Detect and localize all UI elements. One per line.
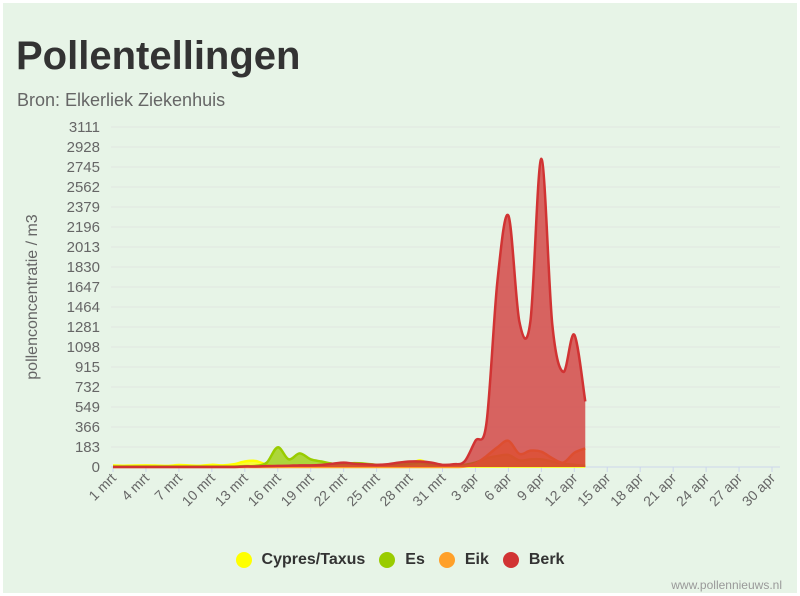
x-tick-label: 24 apr xyxy=(673,470,713,510)
y-tick-label: 2928 xyxy=(67,139,100,156)
x-tick-label: 3 apr xyxy=(448,470,482,504)
x-tick-label: 15 apr xyxy=(574,470,614,510)
x-tick-label: 21 apr xyxy=(640,470,680,510)
x-tick-label: 6 apr xyxy=(481,470,515,504)
legend-label: Berk xyxy=(528,551,565,568)
y-tick-label: 549 xyxy=(75,399,100,416)
x-tick-label: 25 mrt xyxy=(343,470,382,509)
y-tick-label: 1647 xyxy=(67,279,100,296)
series-area xyxy=(113,158,586,467)
legend-label: Cypres/Taxus xyxy=(261,551,366,568)
x-tick-label: 31 mrt xyxy=(409,470,448,509)
legend-dot-icon xyxy=(438,552,455,568)
y-tick-label: 3111 xyxy=(69,119,100,136)
chart-background xyxy=(3,3,797,593)
x-tick-label: 1 mrt xyxy=(85,470,119,504)
x-tick-label: 12 apr xyxy=(541,470,581,510)
chart-subtitle: Bron: Elkerliek Ziekenhuis xyxy=(17,90,226,110)
legend-label: Eik xyxy=(464,551,489,568)
y-axis-title: pollenconcentratie / m3 xyxy=(24,214,41,380)
y-tick-label: 183 xyxy=(75,439,100,456)
y-tick-label: 2379 xyxy=(67,199,100,216)
legend-dot-icon xyxy=(502,552,519,568)
y-tick-label: 2013 xyxy=(67,239,100,256)
y-tick-label: 1281 xyxy=(67,319,100,336)
x-tick-label: 30 apr xyxy=(739,470,779,510)
credit-link[interactable]: www.pollennieuws.nl xyxy=(671,578,782,592)
y-tick-label: 2196 xyxy=(67,219,100,236)
series-line xyxy=(112,157,587,469)
x-tick-label: 18 apr xyxy=(607,470,647,510)
legend-dot-icon xyxy=(235,552,252,568)
x-tick-label: 27 apr xyxy=(706,470,746,510)
y-tick-label: 2745 xyxy=(67,159,100,176)
legend-item[interactable]: Cypres/Taxus xyxy=(235,551,366,569)
y-tick-label: 366 xyxy=(75,419,100,436)
legend-item[interactable]: Eik xyxy=(438,551,489,569)
x-tick-label: 16 mrt xyxy=(244,470,283,509)
y-tick-label: 1830 xyxy=(67,259,100,276)
chart-title: Pollentellingen xyxy=(16,34,301,78)
y-tick-label: 0 xyxy=(92,459,100,476)
legend-item[interactable]: Berk xyxy=(502,551,565,569)
y-tick-label: 2562 xyxy=(67,179,100,196)
y-tick-label: 1098 xyxy=(67,339,100,356)
x-tick-label: 4 mrt xyxy=(118,470,152,504)
legend: Cypres/Taxus Es Eik Berk xyxy=(0,551,800,569)
y-tick-label: 732 xyxy=(75,379,100,396)
x-tick-label: 13 mrt xyxy=(212,470,251,509)
x-tick-label: 22 mrt xyxy=(310,470,349,509)
x-tick-label: 10 mrt xyxy=(179,470,218,509)
series-berk[interactable] xyxy=(112,157,587,469)
legend-item[interactable]: Es xyxy=(379,551,425,569)
x-tick-label: 19 mrt xyxy=(277,470,316,509)
legend-dot-icon xyxy=(379,552,396,568)
y-tick-label: 1464 xyxy=(67,299,100,316)
legend-label: Es xyxy=(405,551,425,568)
y-tick-label: 915 xyxy=(75,359,100,376)
x-tick-label: 28 mrt xyxy=(376,470,415,509)
